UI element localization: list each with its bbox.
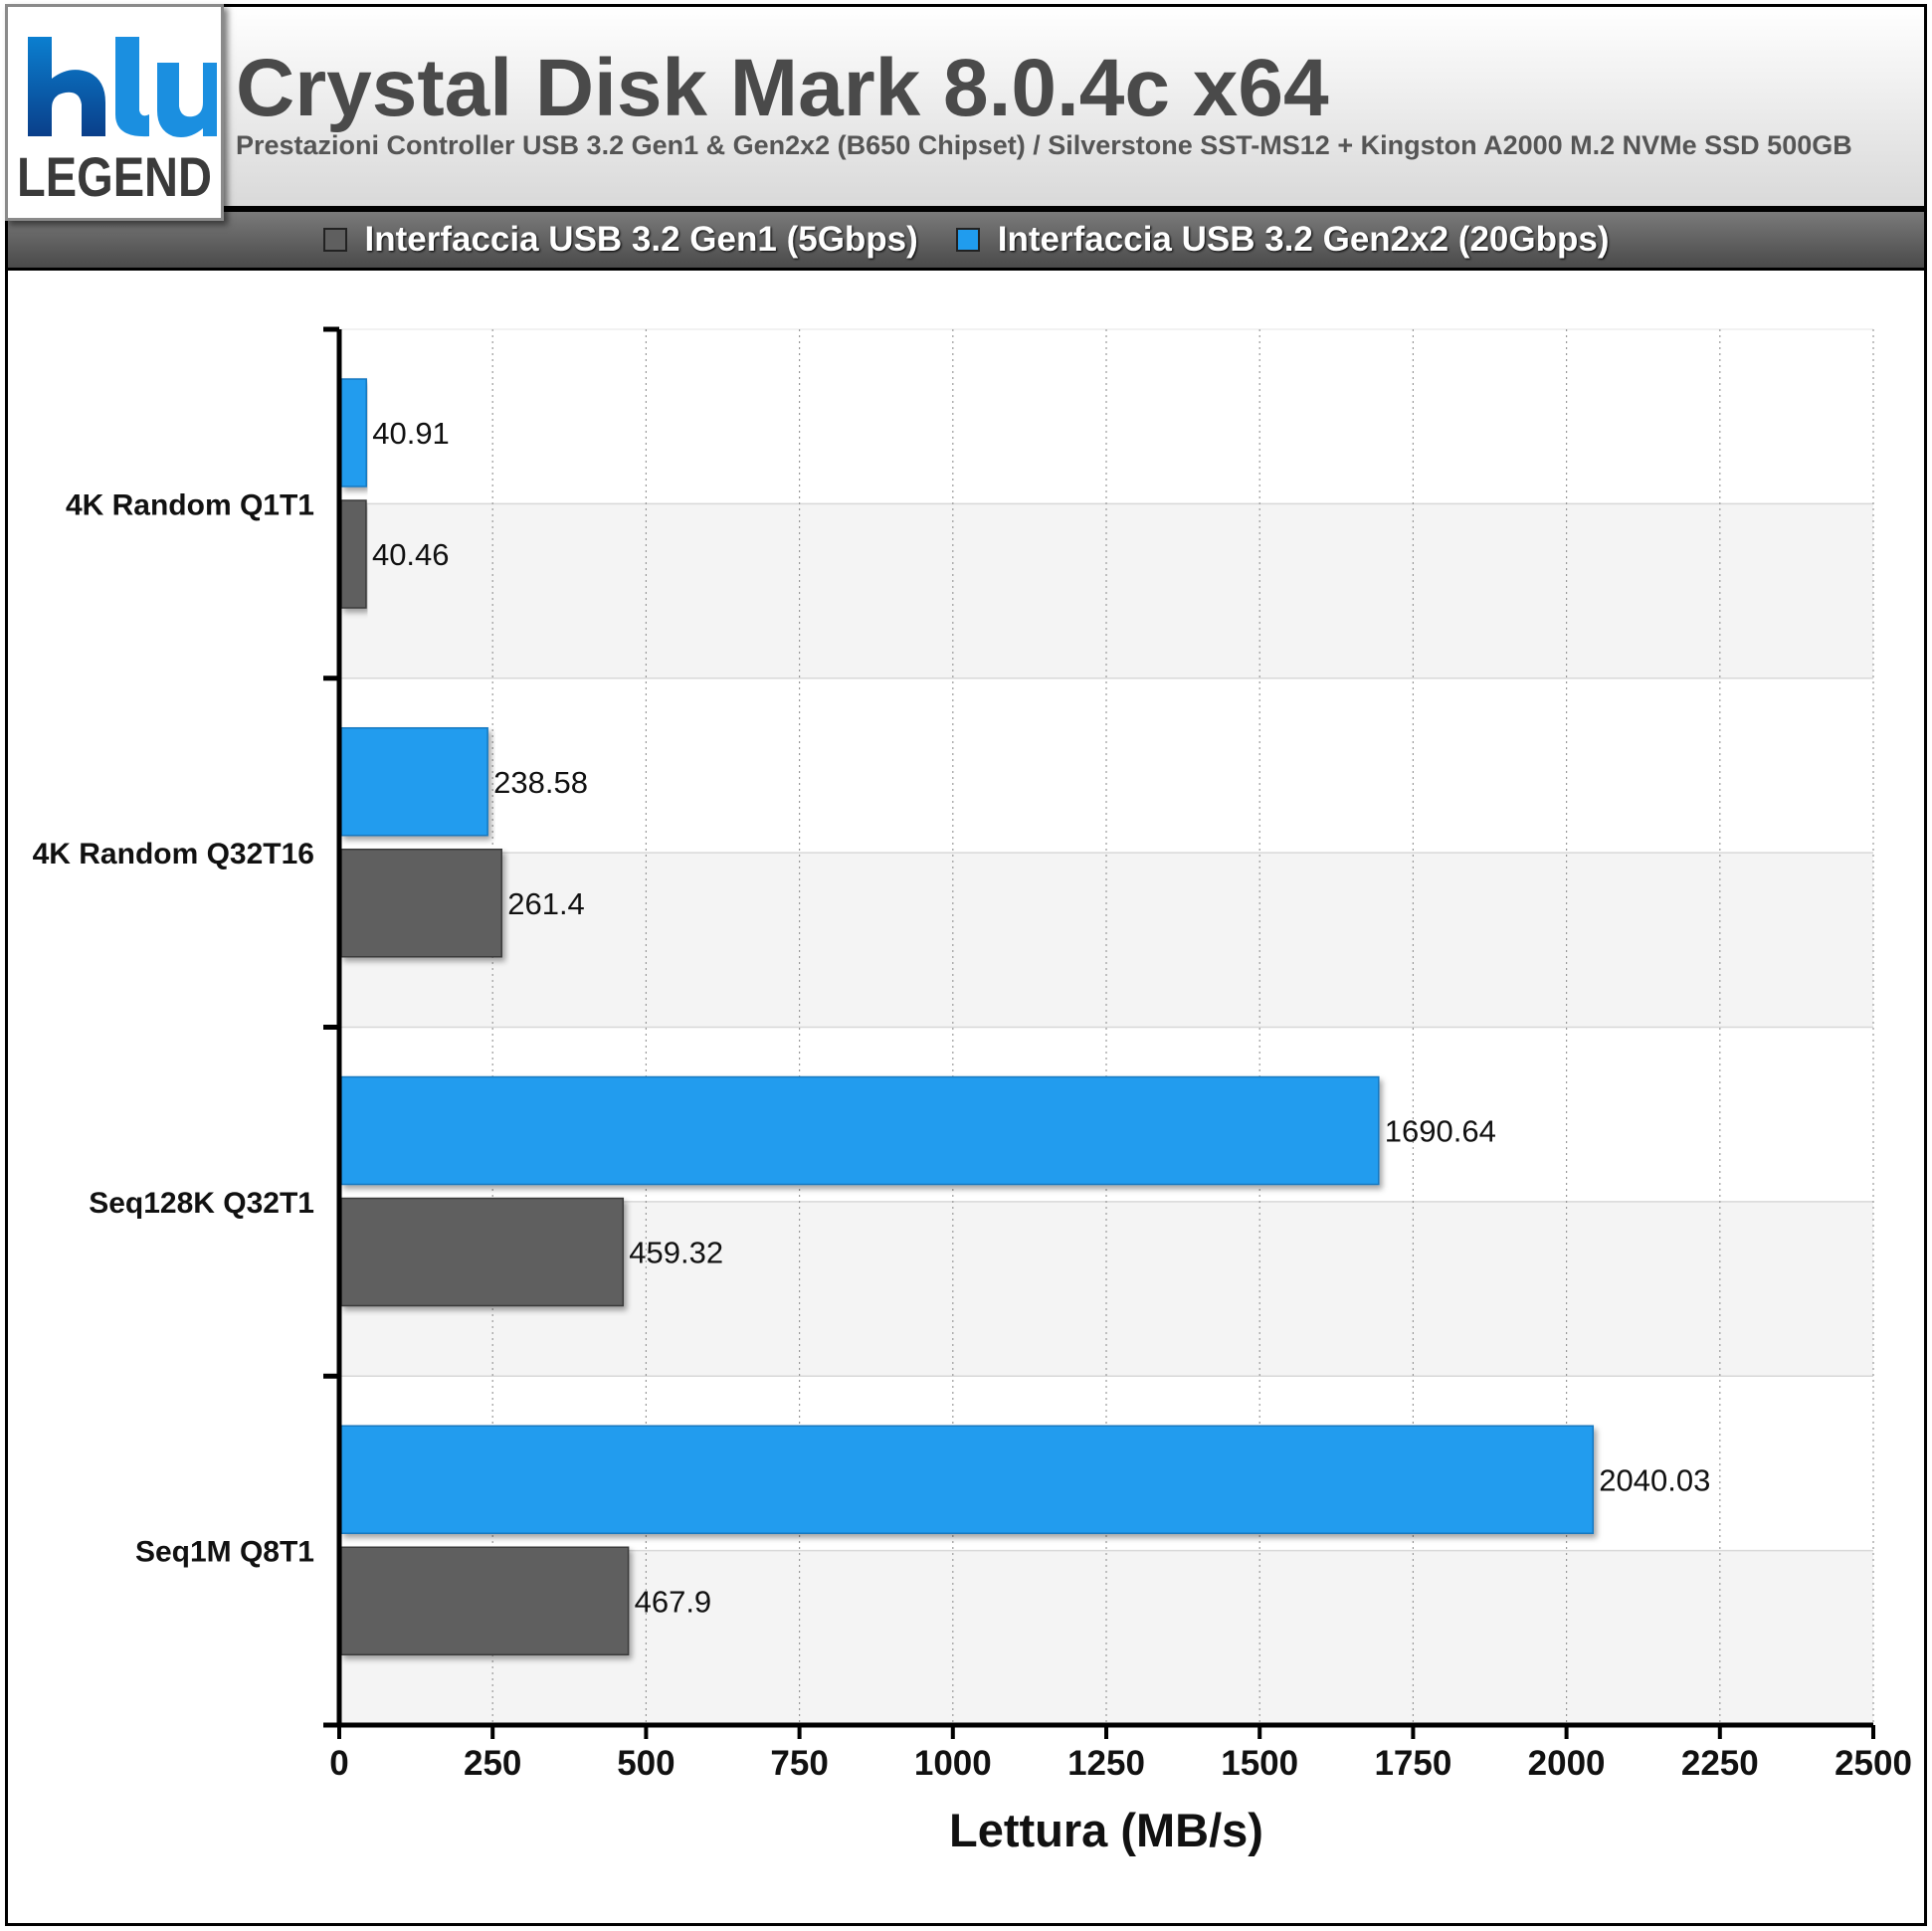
logo-graphic: LEGEND	[17, 37, 217, 208]
legend-label-gen2x2: Interfaccia USB 3.2 Gen2x2 (20Gbps)	[997, 220, 1610, 259]
chart-title: Crystal Disk Mark 8.0.4c x64	[236, 43, 1329, 133]
legend-swatch-gen1	[322, 228, 347, 252]
chart-subtitle: Prestazioni Controller USB 3.2 Gen1 & Ge…	[236, 130, 1852, 160]
legend-label-gen1: Interfaccia USB 3.2 Gen1 (5Gbps)	[364, 220, 918, 259]
legend-swatch-gen2x2	[955, 228, 980, 252]
logo: LEGEND	[5, 4, 224, 221]
legend-item-gen2x2: Interfaccia USB 3.2 Gen2x2 (20Gbps)	[955, 220, 1610, 260]
chart-header	[5, 4, 1927, 209]
legend-item-gen1: Interfaccia USB 3.2 Gen1 (5Gbps)	[322, 220, 918, 260]
legend: Interfaccia USB 3.2 Gen1 (5Gbps) Interfa…	[5, 209, 1927, 271]
chart-frame	[5, 4, 1927, 1926]
logo-text: LEGEND	[17, 145, 212, 208]
